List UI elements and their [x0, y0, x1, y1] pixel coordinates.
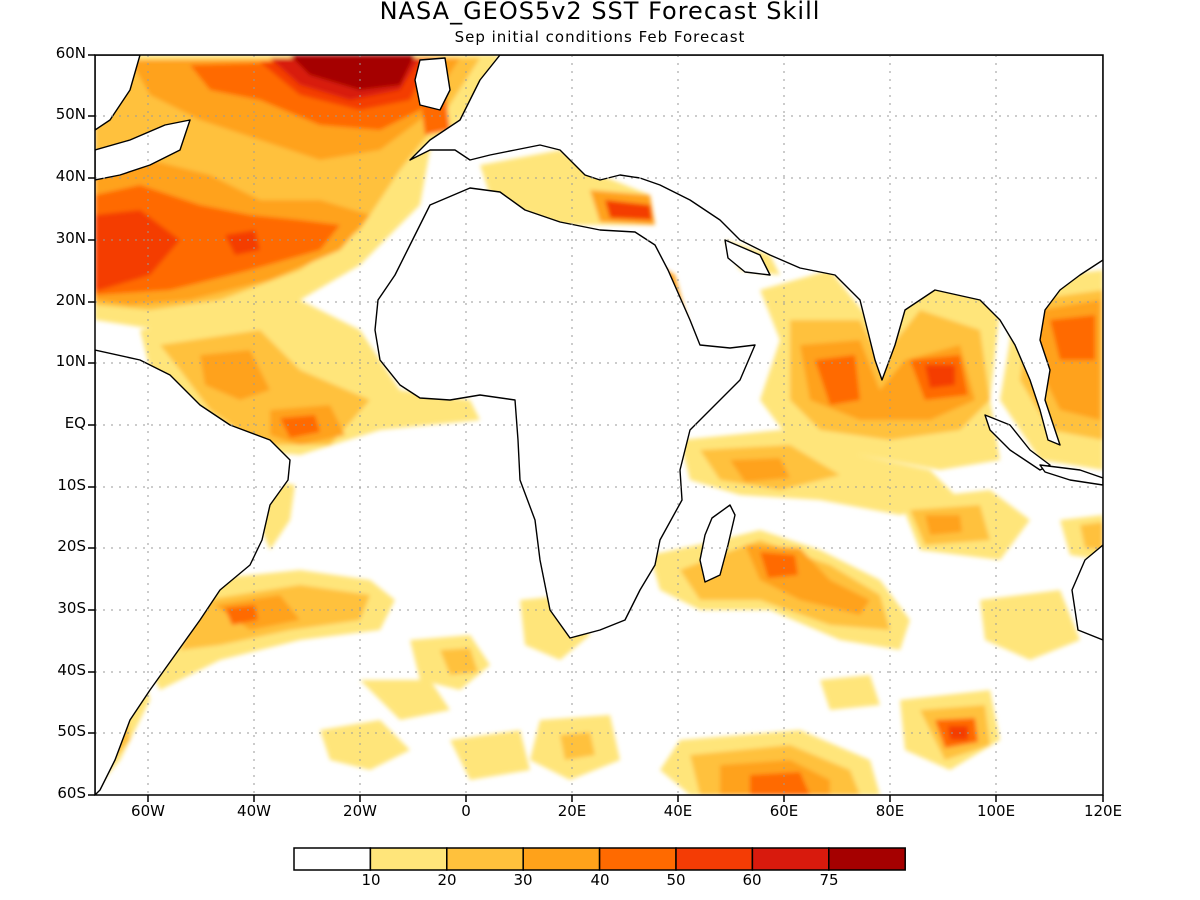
map-title: NASA_GEOS5v2 SST Forecast Skill — [379, 0, 821, 25]
lat-label-eq: EQ — [64, 414, 86, 432]
lon-label-60w: 60W — [131, 802, 165, 820]
lat-label-10s: 10S — [57, 476, 86, 494]
colorbar-box-3 — [522, 847, 601, 871]
colorbar-box-1 — [369, 847, 448, 871]
north-america-coastline — [95, 55, 141, 131]
lat-label-40n: 40N — [55, 167, 86, 185]
lon-label-80e: 80E — [875, 802, 905, 820]
colorbar-box-4 — [598, 847, 677, 871]
persian-gulf-coastline — [724, 239, 771, 276]
madagascar-coastline — [699, 504, 736, 583]
grid-lines — [95, 55, 1103, 795]
colorbar-box-6 — [751, 847, 830, 871]
lat-label-60s: 60S — [57, 784, 86, 802]
colorbar-label-60: 60 — [742, 871, 762, 889]
lon-label-0: 0 — [461, 802, 471, 820]
lat-label-20n: 20N — [55, 291, 86, 309]
australia-coastline — [1071, 544, 1103, 641]
british-isles-coastline — [414, 57, 451, 111]
colorbar — [293, 847, 906, 871]
lat-label-10n: 10N — [55, 352, 86, 370]
lat-label-50n: 50N — [55, 105, 86, 123]
lat-label-60n: 60N — [55, 44, 86, 62]
map-subtitle: Sep initial conditions Feb Forecast — [454, 28, 746, 46]
colorbar-label-75: 75 — [819, 871, 839, 889]
lat-label-40s: 40S — [57, 661, 86, 679]
lat-label-30s: 30S — [57, 599, 86, 617]
coastlines — [95, 55, 1103, 795]
lon-label-20w: 20W — [343, 802, 377, 820]
lon-label-40w: 40W — [237, 802, 271, 820]
lat-label-50s: 50S — [57, 722, 86, 740]
colorbar-box-5 — [675, 847, 754, 871]
colorbar-label-20: 20 — [437, 871, 457, 889]
lon-label-20e: 20E — [557, 802, 587, 820]
lat-label-20s: 20S — [57, 537, 86, 555]
lon-label-60e: 60E — [769, 802, 799, 820]
colorbar-label-10: 10 — [361, 871, 381, 889]
africa-coastline — [374, 187, 756, 639]
axis-ticks — [88, 54, 1104, 802]
lon-label-100e: 100E — [976, 802, 1016, 820]
lon-label-40e: 40E — [663, 802, 693, 820]
colorbar-box-2 — [446, 847, 524, 871]
colorbar-box-0 — [293, 847, 372, 871]
lat-label-30n: 30N — [55, 229, 86, 247]
colorbar-label-50: 50 — [666, 871, 686, 889]
colorbar-label-30: 30 — [513, 871, 533, 889]
java-coastline — [1039, 464, 1103, 486]
lon-label-120e: 120E — [1083, 802, 1123, 820]
south-america-coastline — [95, 349, 291, 795]
colorbar-box-7 — [828, 847, 906, 871]
colorbar-label-40: 40 — [590, 871, 610, 889]
